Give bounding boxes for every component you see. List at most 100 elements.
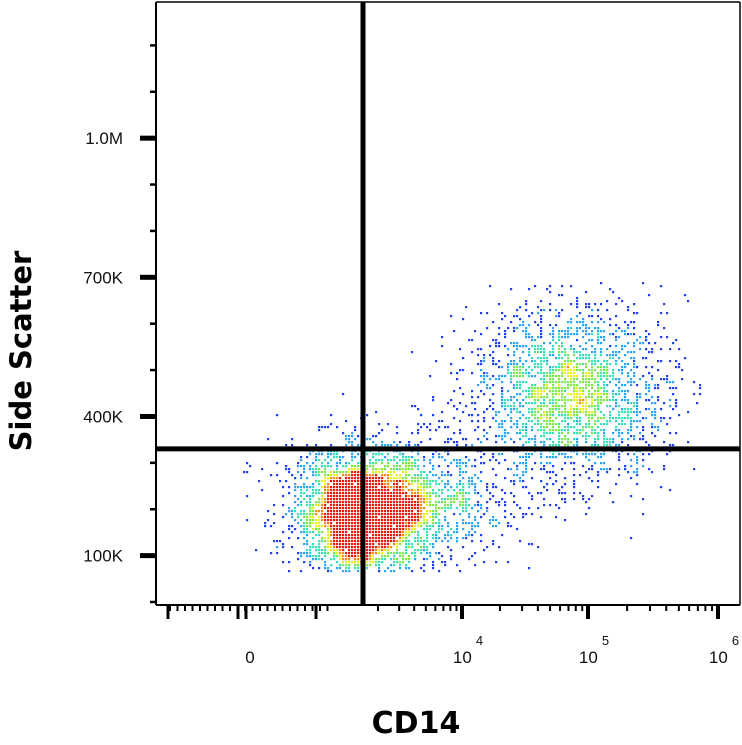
event-dot bbox=[489, 378, 492, 381]
event-dot bbox=[513, 363, 516, 366]
event-dot bbox=[309, 531, 312, 534]
event-dot bbox=[366, 567, 369, 570]
event-dot bbox=[462, 519, 465, 522]
event-dot bbox=[402, 513, 405, 516]
event-dot bbox=[321, 453, 324, 456]
event-dot bbox=[447, 546, 450, 549]
event-dot bbox=[438, 453, 441, 456]
event-dot bbox=[480, 381, 483, 384]
event-dot bbox=[636, 393, 639, 396]
event-dot bbox=[327, 453, 330, 456]
event-dot bbox=[510, 426, 513, 429]
event-dot bbox=[372, 435, 375, 438]
event-dot bbox=[609, 318, 612, 321]
event-dot bbox=[342, 456, 345, 459]
event-dot bbox=[420, 516, 423, 519]
event-dot bbox=[336, 525, 339, 528]
event-dot bbox=[405, 552, 408, 555]
event-dot bbox=[300, 513, 303, 516]
event-dot bbox=[351, 456, 354, 459]
event-dot bbox=[516, 423, 519, 426]
event-dot bbox=[417, 540, 420, 543]
event-dot bbox=[384, 558, 387, 561]
event-dot bbox=[423, 528, 426, 531]
event-dot bbox=[417, 498, 420, 501]
event-dot bbox=[291, 438, 294, 441]
event-dot bbox=[366, 519, 369, 522]
event-dot bbox=[540, 387, 543, 390]
event-dot bbox=[501, 399, 504, 402]
event-dot bbox=[393, 570, 396, 573]
event-dot bbox=[606, 372, 609, 375]
event-dot bbox=[333, 471, 336, 474]
event-dot bbox=[444, 501, 447, 504]
event-dot bbox=[528, 366, 531, 369]
event-dot bbox=[534, 375, 537, 378]
event-dot bbox=[597, 336, 600, 339]
event-dot bbox=[576, 438, 579, 441]
event-dot bbox=[435, 534, 438, 537]
event-dot bbox=[465, 504, 468, 507]
event-dot bbox=[570, 333, 573, 336]
event-dot bbox=[633, 312, 636, 315]
event-dot bbox=[501, 366, 504, 369]
event-dot bbox=[618, 456, 621, 459]
event-dot bbox=[369, 549, 372, 552]
event-dot bbox=[579, 387, 582, 390]
event-dot bbox=[618, 381, 621, 384]
event-dot bbox=[471, 465, 474, 468]
event-dot bbox=[645, 384, 648, 387]
event-dot bbox=[411, 546, 414, 549]
event-dot bbox=[531, 387, 534, 390]
event-dot bbox=[612, 333, 615, 336]
event-dot bbox=[357, 537, 360, 540]
event-dot bbox=[321, 471, 324, 474]
event-dot bbox=[342, 534, 345, 537]
event-dot bbox=[366, 549, 369, 552]
event-dot bbox=[405, 459, 408, 462]
event-dot bbox=[591, 426, 594, 429]
event-dot bbox=[366, 471, 369, 474]
event-dot bbox=[318, 429, 321, 432]
event-dot bbox=[543, 357, 546, 360]
event-dot bbox=[384, 456, 387, 459]
event-dot bbox=[585, 399, 588, 402]
event-dot bbox=[540, 390, 543, 393]
event-dot bbox=[459, 570, 462, 573]
event-dot bbox=[576, 357, 579, 360]
event-dot bbox=[603, 462, 606, 465]
event-dot bbox=[465, 501, 468, 504]
event-dot bbox=[315, 456, 318, 459]
event-dot bbox=[315, 474, 318, 477]
event-dot bbox=[393, 540, 396, 543]
event-dot bbox=[396, 504, 399, 507]
event-dot bbox=[381, 561, 384, 564]
event-dot bbox=[312, 495, 315, 498]
event-dot bbox=[303, 492, 306, 495]
event-dot bbox=[339, 489, 342, 492]
event-dot bbox=[417, 537, 420, 540]
event-dot bbox=[600, 378, 603, 381]
event-dot bbox=[609, 411, 612, 414]
event-dot bbox=[648, 384, 651, 387]
event-dot bbox=[600, 282, 603, 285]
event-dot bbox=[411, 405, 414, 408]
event-dot bbox=[537, 351, 540, 354]
event-dot bbox=[606, 369, 609, 372]
event-dot bbox=[435, 522, 438, 525]
event-dot bbox=[537, 393, 540, 396]
event-dot bbox=[432, 516, 435, 519]
event-dot bbox=[543, 498, 546, 501]
event-dot bbox=[459, 369, 462, 372]
event-dot bbox=[600, 366, 603, 369]
event-dot bbox=[480, 375, 483, 378]
event-dot bbox=[285, 480, 288, 483]
event-dot bbox=[495, 363, 498, 366]
event-dot bbox=[576, 429, 579, 432]
event-dot bbox=[315, 519, 318, 522]
event-dot bbox=[381, 444, 384, 447]
event-dot bbox=[618, 351, 621, 354]
event-dot bbox=[636, 399, 639, 402]
event-dot bbox=[429, 459, 432, 462]
event-dot bbox=[423, 477, 426, 480]
